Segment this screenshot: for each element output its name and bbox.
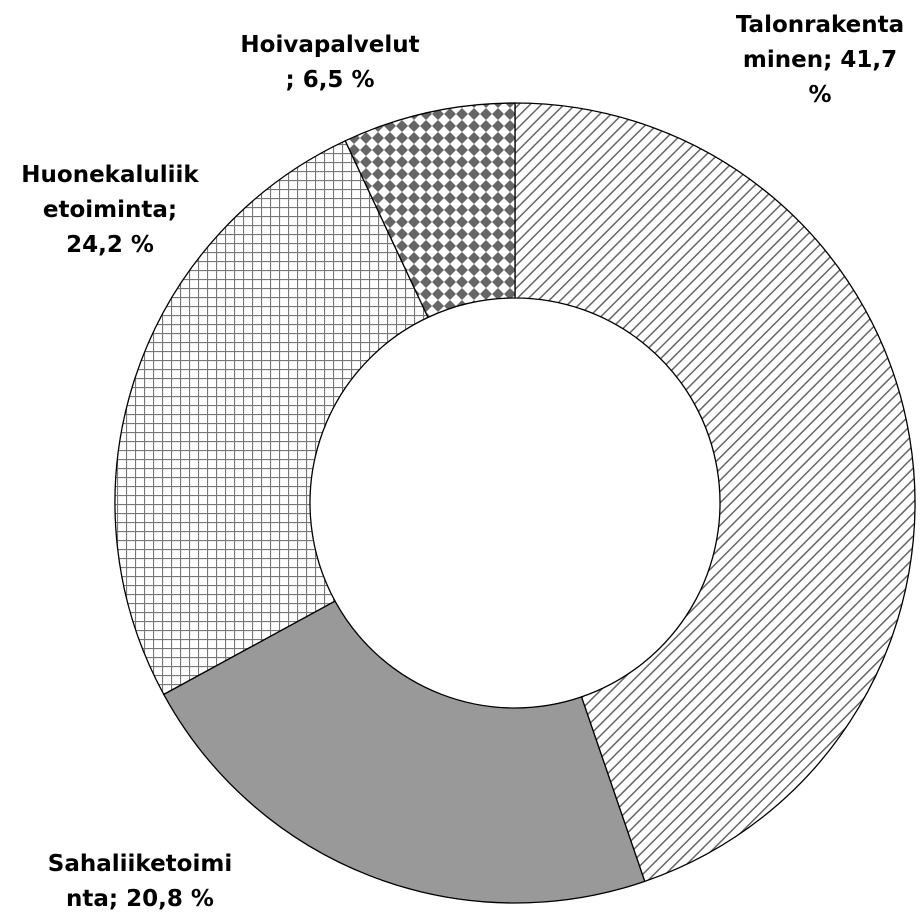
data-label: Talonrakenta minen; 41,7%: [736, 12, 904, 108]
donut-segment: [514, 102, 916, 883]
data-label: Sahaliiketoimi nta; 20,8 %: [48, 851, 232, 912]
data-label: Hoivapalvelut; 6,5 %: [240, 32, 419, 93]
donut-segment: [162, 600, 646, 904]
donut-segment: [344, 102, 516, 319]
data-label: Huonekaluliik etoiminta; 24,2 %: [21, 162, 199, 258]
donut-segment: [114, 139, 429, 696]
